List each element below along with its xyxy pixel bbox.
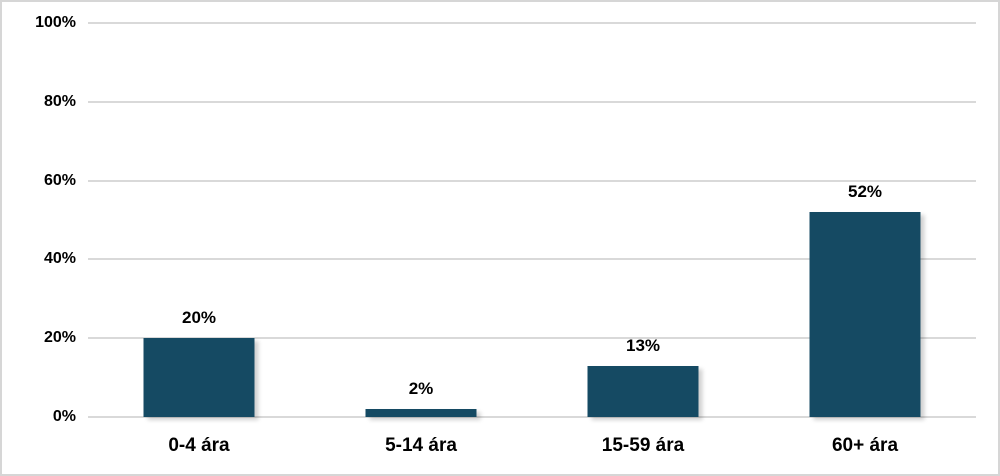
bar-value-label: 52% <box>847 182 883 202</box>
bar <box>365 409 477 417</box>
bar-slot: 20% <box>88 23 310 417</box>
gridline <box>88 179 976 182</box>
bar-value-label: 13% <box>625 335 661 355</box>
x-category-label: 0-4 ára <box>168 435 230 456</box>
bar-value-label: 20% <box>181 308 217 328</box>
gridline <box>88 337 976 340</box>
y-tick-label: 20% <box>43 329 76 347</box>
y-tick-label: 100% <box>35 14 76 31</box>
gridline <box>88 22 976 24</box>
y-tick-label: 60% <box>43 171 76 189</box>
y-tick-label: 0% <box>52 408 76 425</box>
x-category-label: 15-59 ára <box>601 435 685 456</box>
bar <box>809 212 921 417</box>
gridline <box>88 258 976 261</box>
bar-slot: 2% <box>310 23 532 417</box>
bar-slot: 13% <box>532 23 754 417</box>
gridline <box>88 416 976 418</box>
bar <box>587 365 699 417</box>
plot-area: 20% 2% 13% 52% <box>88 22 976 418</box>
bar <box>143 338 255 417</box>
x-category-label: 60+ ára <box>831 435 899 456</box>
gridline <box>88 100 976 103</box>
y-tick-label: 80% <box>43 92 76 110</box>
y-tick-label: 40% <box>43 250 76 268</box>
bar-value-label: 2% <box>408 379 434 399</box>
x-axis: 0-4 ára 5-14 ára 15-59 ára 60+ ára <box>88 417 976 474</box>
x-category-label: 5-14 ára <box>385 435 457 456</box>
bar-slot: 52% <box>754 23 976 417</box>
